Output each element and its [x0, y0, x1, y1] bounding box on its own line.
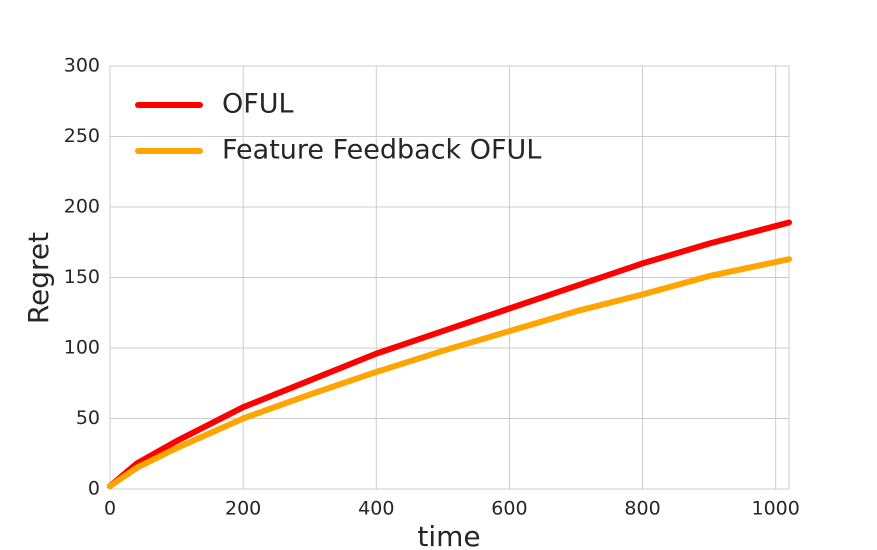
y-tick-label: 100: [64, 337, 100, 359]
x-axis-label: time: [417, 520, 480, 550]
y-axis-label: Regret: [22, 232, 55, 324]
y-tick-label: 50: [76, 407, 100, 429]
y-tick-label: 200: [64, 196, 100, 218]
series-line: [107, 219, 792, 490]
x-tick-label: 400: [358, 498, 394, 520]
x-tick-label: 200: [225, 498, 261, 520]
series-line: [107, 256, 792, 490]
x-tick-label: 1000: [752, 498, 800, 520]
y-tick-label: 150: [64, 266, 100, 288]
y-tick-label: 300: [64, 55, 100, 77]
x-tick-label: 800: [624, 498, 660, 520]
y-tick-label: 0: [88, 478, 100, 500]
x-tick-label: 600: [491, 498, 527, 520]
legend-label: Feature Feedback OFUL: [222, 135, 541, 166]
legend-label: OFUL: [222, 89, 294, 120]
x-tick-label: 0: [104, 498, 116, 520]
y-tick-label: 250: [64, 125, 100, 147]
